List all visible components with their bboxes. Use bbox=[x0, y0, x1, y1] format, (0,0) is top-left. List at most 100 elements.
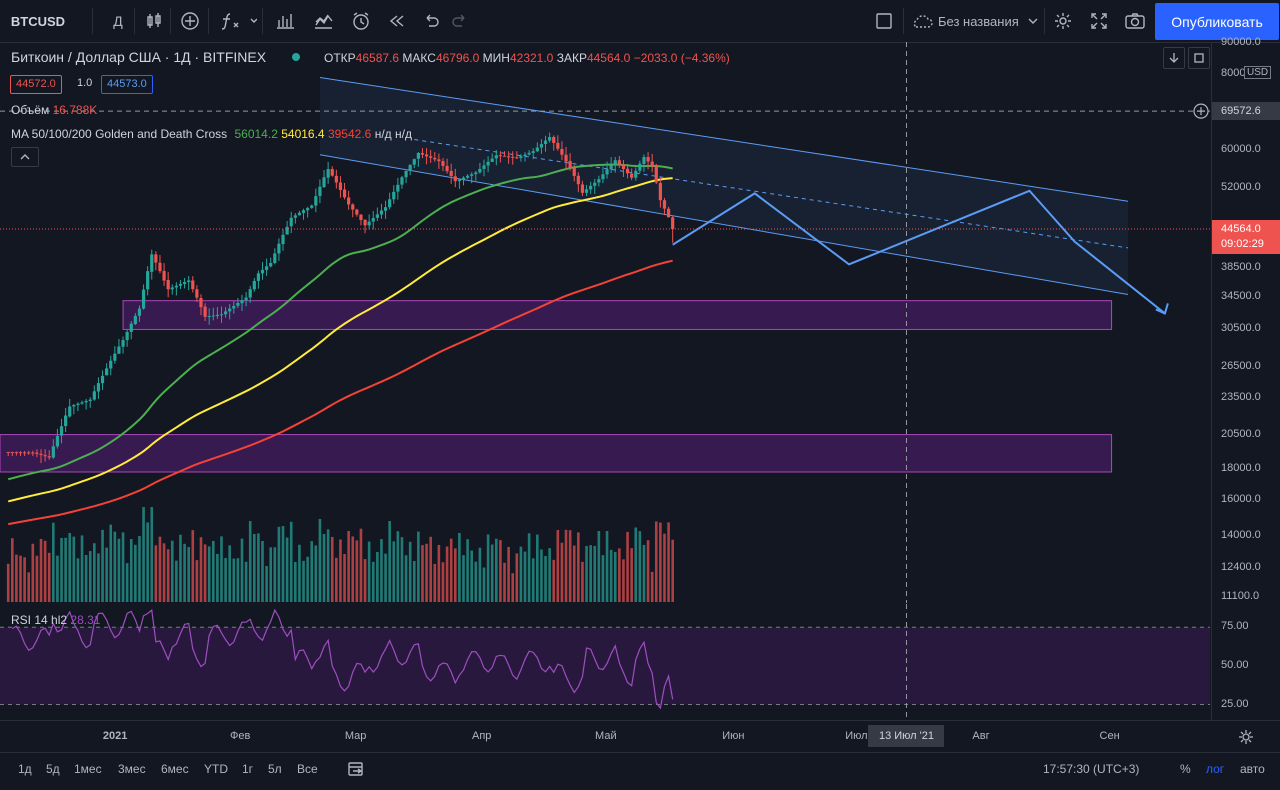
ma100-value: 54016.4 bbox=[281, 127, 325, 141]
candle-body bbox=[465, 175, 470, 178]
clock[interactable]: 17:57:30 (UTC+3) bbox=[1043, 762, 1140, 776]
candle-body bbox=[383, 207, 388, 211]
range-button[interactable]: 3мес bbox=[118, 762, 146, 776]
volume-bar bbox=[359, 528, 363, 602]
templates-button[interactable] bbox=[306, 0, 340, 42]
volume-bar bbox=[638, 531, 642, 602]
candle-body bbox=[211, 315, 215, 317]
candle-body bbox=[199, 298, 203, 308]
candle-body bbox=[392, 191, 396, 200]
candle-body bbox=[597, 179, 601, 183]
volume-bar bbox=[203, 544, 207, 602]
volume-bar bbox=[179, 534, 182, 602]
close-value: 44564.0 bbox=[586, 51, 631, 65]
volume-bar bbox=[437, 544, 441, 602]
open-label: ОТКР bbox=[324, 51, 356, 65]
candle-body bbox=[150, 254, 154, 272]
candle-body bbox=[535, 147, 539, 152]
divider bbox=[170, 8, 171, 34]
volume-bar bbox=[93, 543, 96, 602]
rsi-legend: RSI 14 hl2 28.31 bbox=[11, 613, 100, 627]
volume-bar bbox=[519, 546, 523, 602]
price-tick: 11100.0 bbox=[1221, 590, 1260, 602]
candle-body bbox=[273, 253, 277, 264]
financials-button[interactable] bbox=[268, 0, 302, 42]
range-button[interactable]: 5д bbox=[46, 762, 60, 776]
maximize-pane-button[interactable] bbox=[1188, 47, 1210, 69]
volume-bar bbox=[511, 573, 515, 602]
support-zone bbox=[122, 300, 1113, 330]
move-down-button[interactable] bbox=[1163, 47, 1185, 69]
rsi-pane[interactable] bbox=[0, 604, 1210, 720]
fullscreen-select-button[interactable] bbox=[870, 0, 898, 42]
candle-body bbox=[605, 169, 609, 175]
publish-button[interactable]: Опубликовать bbox=[1155, 3, 1279, 40]
fullscreen-button[interactable] bbox=[1084, 0, 1114, 42]
function-icon bbox=[221, 13, 257, 30]
buy-price[interactable]: 44573.0 bbox=[101, 75, 153, 94]
volume-bar bbox=[326, 529, 330, 602]
redo-button[interactable] bbox=[446, 0, 474, 42]
log-toggle[interactable]: лог bbox=[1206, 762, 1225, 776]
candle-body bbox=[494, 155, 498, 159]
snapshot-button[interactable] bbox=[1120, 0, 1150, 42]
time-axis[interactable]: 2021 Фев Мар Апр Май Июн Июл Авг Сен 13 Июл '21 bbox=[0, 720, 1280, 753]
price-chart[interactable] bbox=[0, 42, 1210, 603]
volume-bar bbox=[548, 548, 551, 602]
layout-name: Без названия bbox=[938, 13, 1019, 29]
ma-na-1: н/д bbox=[374, 127, 392, 141]
candle-body bbox=[47, 456, 51, 458]
volume-bar bbox=[589, 545, 592, 602]
volume-bar bbox=[175, 560, 178, 602]
candle-body bbox=[301, 210, 306, 213]
volume-bar bbox=[663, 533, 666, 602]
interval-selector[interactable]: Д bbox=[113, 13, 123, 29]
replay-button[interactable] bbox=[382, 0, 412, 42]
plus-icon bbox=[1197, 107, 1205, 116]
chart-type-button[interactable] bbox=[140, 0, 168, 42]
indicators-button[interactable] bbox=[214, 0, 260, 42]
range-button[interactable]: 1г bbox=[242, 762, 254, 776]
sell-price[interactable]: 44572.0 bbox=[10, 75, 62, 94]
ma-line-MA100 bbox=[7, 177, 673, 503]
volume-bar bbox=[101, 529, 104, 602]
auto-toggle[interactable]: авто bbox=[1240, 762, 1265, 776]
volume-bar bbox=[560, 542, 564, 602]
goto-date-button[interactable] bbox=[344, 748, 368, 790]
compare-button[interactable] bbox=[176, 0, 204, 42]
candle-body bbox=[68, 406, 72, 417]
range-button[interactable]: YTD bbox=[204, 762, 228, 776]
percent-toggle[interactable]: % bbox=[1180, 762, 1191, 776]
channel-fill bbox=[319, 77, 1128, 295]
volume-bar bbox=[646, 540, 650, 602]
price-axis[interactable]: 90000.080000.060000.052000.045000.038500… bbox=[1211, 36, 1280, 720]
candle-body bbox=[420, 152, 425, 155]
layout-name-button[interactable]: Без названия bbox=[910, 0, 1042, 42]
volume-bar bbox=[441, 562, 445, 602]
candle-body bbox=[589, 185, 593, 190]
volume-bar bbox=[650, 571, 654, 602]
candle-body bbox=[371, 218, 375, 222]
alert-button[interactable] bbox=[344, 0, 378, 42]
ma50-value: 56014.2 bbox=[234, 127, 278, 141]
range-button[interactable]: 6мес bbox=[161, 762, 189, 776]
undo-button[interactable] bbox=[416, 0, 446, 42]
settings-button[interactable] bbox=[1048, 0, 1078, 42]
candle-body bbox=[256, 273, 261, 281]
axis-settings-icon[interactable] bbox=[1237, 728, 1255, 746]
range-button[interactable]: 1мес bbox=[74, 762, 102, 776]
volume-bar bbox=[285, 537, 289, 602]
candle-body bbox=[297, 212, 302, 216]
collapse-legend-button[interactable] bbox=[11, 147, 39, 167]
volume-bar bbox=[105, 547, 108, 602]
currency-label[interactable]: USD bbox=[1244, 66, 1272, 80]
range-button[interactable]: Все bbox=[297, 762, 318, 776]
candle-body bbox=[100, 375, 105, 384]
chart-title: Биткоин / Доллар США · 1Д · BITFINEX bbox=[11, 49, 267, 65]
range-button[interactable]: 5л bbox=[268, 762, 282, 776]
add-price-alert-button[interactable] bbox=[1193, 103, 1209, 119]
symbol-search[interactable]: BTCUSD bbox=[10, 13, 66, 29]
range-button[interactable]: 1д bbox=[18, 762, 32, 776]
volume-bar bbox=[232, 558, 236, 602]
price-tick: 26500.0 bbox=[1221, 359, 1261, 372]
